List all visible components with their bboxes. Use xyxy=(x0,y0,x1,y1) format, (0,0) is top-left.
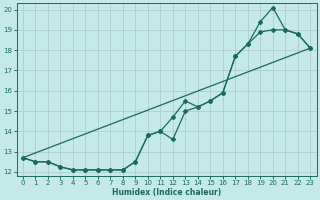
X-axis label: Humidex (Indice chaleur): Humidex (Indice chaleur) xyxy=(112,188,221,197)
